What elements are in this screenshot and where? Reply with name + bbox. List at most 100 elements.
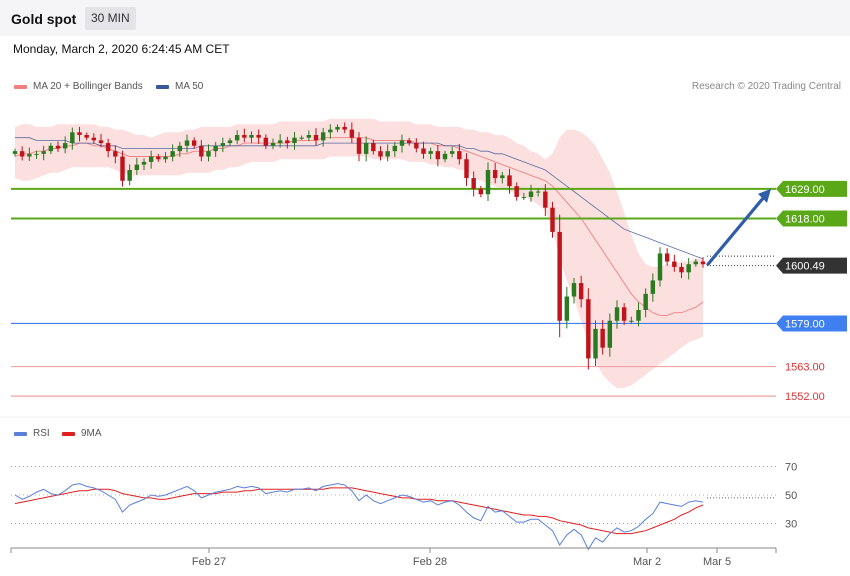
candle	[335, 124, 340, 133]
candle-body	[148, 156, 154, 162]
legend-9ma: 9MA	[62, 428, 102, 439]
candle	[55, 141, 61, 152]
candle-body	[62, 143, 68, 149]
candle-body	[435, 151, 441, 160]
candle	[41, 145, 46, 161]
timeframe-badge[interactable]: 30 MIN	[85, 7, 136, 30]
candle-body	[227, 140, 233, 144]
candle	[414, 138, 419, 153]
candle-body	[19, 151, 25, 157]
rsi-tick-70: 70	[785, 461, 797, 473]
legend-9ma-label: 9MA	[81, 428, 102, 439]
last-price-tag	[776, 257, 847, 274]
candle-body	[371, 143, 376, 152]
candle-body	[650, 280, 656, 294]
candle	[113, 145, 118, 164]
rsi-swatch-icon	[14, 431, 27, 436]
candle-body	[12, 151, 18, 154]
x-tick-label: Mar 2	[633, 556, 661, 568]
candle-body	[543, 191, 548, 208]
candle	[528, 184, 534, 202]
rsi-tick-30: 30	[785, 519, 797, 531]
candle	[621, 303, 627, 325]
candle	[256, 129, 261, 145]
candle	[19, 146, 25, 161]
candle-body	[535, 191, 541, 193]
candle	[557, 214, 562, 338]
candle	[34, 150, 39, 159]
forecast-arrow-head-icon	[758, 188, 771, 203]
candle	[521, 192, 527, 201]
candle-body	[428, 151, 433, 154]
candle	[629, 316, 634, 324]
candle	[514, 182, 519, 201]
x-tick-label: Feb 28	[413, 556, 447, 568]
resistance-2-tag	[776, 180, 847, 197]
candle	[285, 136, 290, 149]
candle-body	[464, 159, 469, 179]
candle-body	[292, 137, 297, 144]
candle-body	[349, 129, 355, 138]
ma50-swatch-icon	[156, 84, 169, 89]
candle	[478, 185, 484, 198]
copyright-note: Research © 2020 Trading Central	[691, 81, 841, 92]
candle-body	[442, 153, 448, 160]
candle-body	[664, 253, 670, 262]
candle	[385, 144, 390, 162]
candle-body	[134, 164, 140, 170]
candle	[535, 188, 541, 197]
candle	[406, 137, 412, 146]
candle	[105, 138, 111, 158]
candle-body	[593, 328, 598, 359]
candle-body	[55, 145, 61, 149]
candle-body	[213, 145, 218, 152]
candle	[77, 126, 82, 142]
candle	[91, 133, 97, 144]
candle-body	[98, 140, 104, 144]
candle	[485, 162, 491, 201]
candle	[299, 135, 304, 140]
candle	[614, 300, 620, 329]
candle	[328, 124, 333, 139]
candle-body	[249, 135, 254, 138]
candle	[392, 141, 398, 157]
candle	[679, 263, 684, 279]
candle	[399, 134, 405, 153]
candle-body	[449, 151, 455, 154]
candle	[12, 148, 18, 157]
support-1-label: 1579.00	[785, 318, 825, 330]
candle	[349, 122, 355, 143]
candle	[206, 144, 211, 162]
candle-body	[191, 140, 197, 146]
candle	[471, 171, 476, 197]
candle	[672, 254, 677, 272]
x-tick-label: Mar 5	[703, 556, 731, 568]
candle-body	[414, 143, 419, 149]
candle	[177, 141, 183, 157]
candle	[500, 171, 505, 184]
legend-rsi: RSI	[14, 428, 50, 439]
candle-body	[77, 132, 82, 135]
legend-ma20-label: MA 20 + Bollinger Bands	[33, 81, 143, 92]
candle-body	[471, 178, 476, 189]
support-1-tag	[776, 315, 847, 332]
candle-body	[277, 140, 283, 144]
candle-body	[177, 145, 183, 152]
candle	[249, 131, 254, 144]
candle-body	[500, 175, 505, 179]
candle	[227, 137, 233, 146]
candle	[48, 142, 54, 155]
candle-body	[492, 170, 498, 179]
candle	[643, 288, 648, 318]
candle	[371, 139, 376, 155]
candle-body	[421, 148, 426, 154]
candle-body	[48, 145, 54, 152]
candle	[134, 157, 140, 175]
candle-body	[636, 310, 641, 321]
candle	[184, 134, 190, 153]
resistance-2-label: 1629.00	[785, 184, 825, 196]
candle	[163, 152, 168, 163]
legend-rsi-label: RSI	[33, 428, 50, 439]
candle-body	[700, 261, 706, 265]
